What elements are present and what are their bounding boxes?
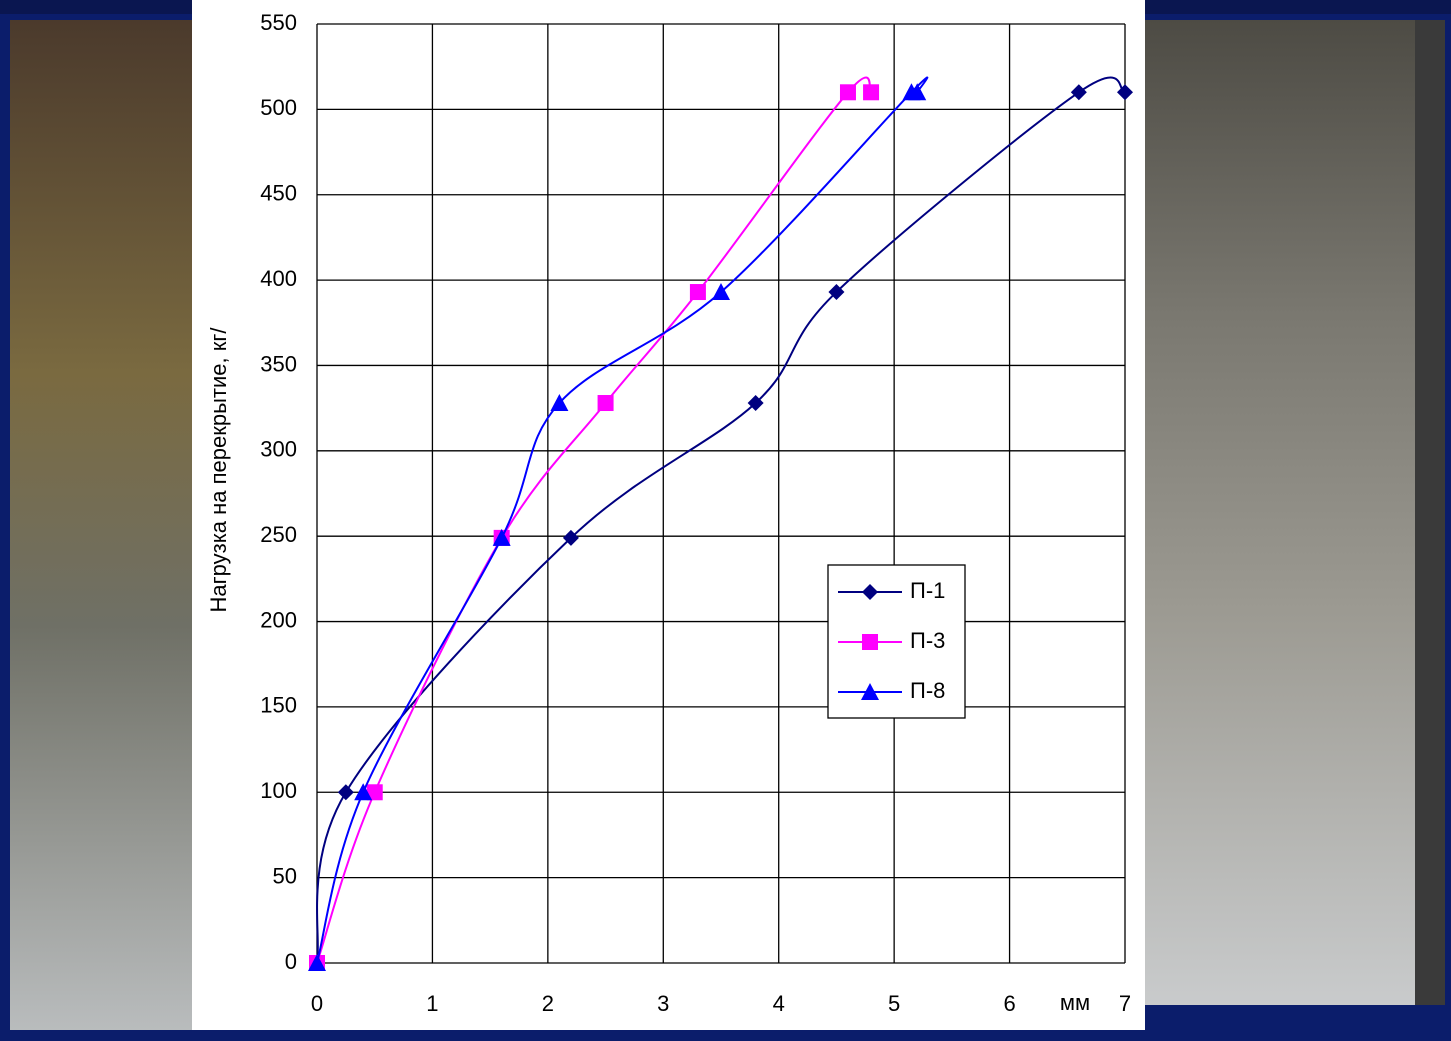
photo-left <box>10 20 200 1030</box>
marker <box>690 284 706 300</box>
x-axis-label: мм <box>1060 990 1090 1015</box>
photo-right <box>1140 20 1415 1005</box>
marker <box>598 395 614 411</box>
legend-label: П-8 <box>910 678 945 703</box>
x-tick-label: 3 <box>657 991 669 1016</box>
y-tick-label: 500 <box>260 95 297 120</box>
marker <box>863 84 879 100</box>
y-tick-label: 550 <box>260 10 297 35</box>
y-tick-label: 0 <box>285 949 297 974</box>
legend: П-1 П-3 П-8 <box>828 565 965 718</box>
x-tick-label: 1 <box>426 991 438 1016</box>
y-axis-label: Нагрузка на перекрытие, кг/ <box>206 327 231 613</box>
legend-label: П-3 <box>910 628 945 653</box>
y-tick-label: 400 <box>260 266 297 291</box>
x-tick-label: 7 <box>1119 991 1131 1016</box>
x-tick-label: 4 <box>773 991 785 1016</box>
y-tick-label: 100 <box>260 778 297 803</box>
x-tick-label: 0 <box>311 991 323 1016</box>
y-tick-label: 50 <box>273 863 297 888</box>
x-tick-label: 6 <box>1003 991 1015 1016</box>
slide: Нагрузка на перекрытие, кг/ мм 050100150… <box>0 0 1451 1036</box>
x-tick-label: 5 <box>888 991 900 1016</box>
y-tick-label: 450 <box>260 181 297 206</box>
y-tick-label: 300 <box>260 437 297 462</box>
y-tick-label: 200 <box>260 607 297 632</box>
x-tick-label: 2 <box>542 991 554 1016</box>
legend-label: П-1 <box>910 578 945 603</box>
legend-marker <box>862 634 878 650</box>
y-tick-label: 350 <box>260 351 297 376</box>
y-tick-label: 250 <box>260 522 297 547</box>
marker <box>840 84 856 100</box>
y-tick-label: 150 <box>260 693 297 718</box>
photo-edge <box>1415 20 1445 1005</box>
